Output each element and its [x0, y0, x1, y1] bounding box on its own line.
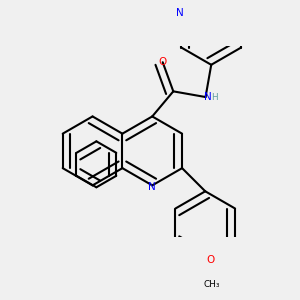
Text: N: N — [176, 8, 183, 18]
Text: N: N — [204, 92, 211, 102]
Text: N: N — [148, 182, 156, 192]
Text: O: O — [206, 255, 214, 265]
Text: H: H — [211, 94, 217, 103]
Text: O: O — [159, 57, 167, 67]
Text: CH₃: CH₃ — [204, 280, 220, 289]
